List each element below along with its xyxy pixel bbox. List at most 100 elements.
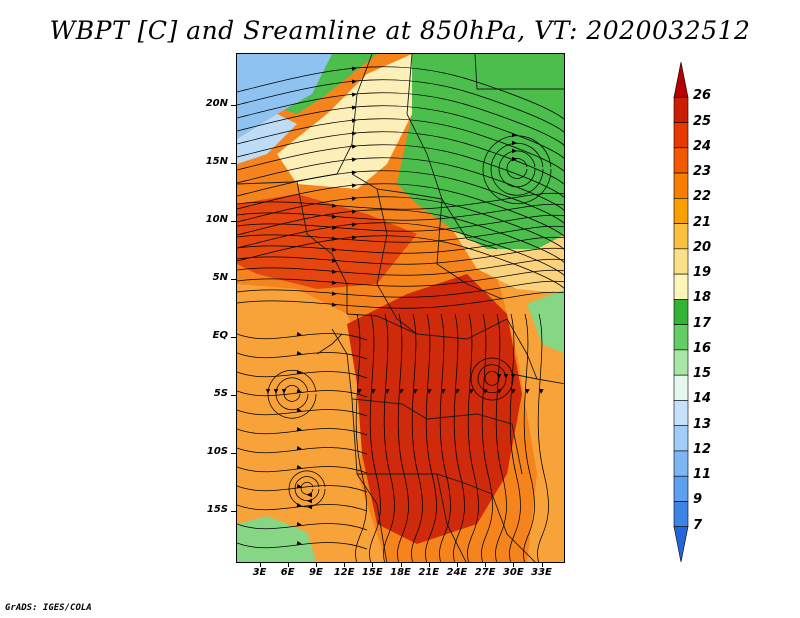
streamline-arrow xyxy=(399,388,404,394)
map-canvas xyxy=(237,54,564,562)
colorbar-segment xyxy=(673,501,689,528)
streamline xyxy=(237,247,564,265)
colorbar-segment xyxy=(673,324,689,351)
colorbar-segment xyxy=(673,475,689,502)
streamline-arrow xyxy=(497,388,502,394)
lat-tick xyxy=(231,105,236,107)
streamline-arrow xyxy=(331,236,337,241)
streamline xyxy=(506,158,528,179)
lon-tick xyxy=(259,563,261,567)
wbpt-region-red-west-africa xyxy=(237,194,417,289)
streamline xyxy=(523,313,535,562)
colorbar-level-label: 14 xyxy=(693,391,712,407)
streamline xyxy=(509,313,521,562)
streamline xyxy=(355,313,367,562)
streamline xyxy=(237,225,564,243)
streamline xyxy=(237,192,564,210)
streamline-arrow xyxy=(441,388,446,394)
streamline xyxy=(237,92,564,146)
streamline-arrow xyxy=(483,388,488,394)
colorbar-segment xyxy=(673,425,689,452)
colorbar-level-label: 13 xyxy=(693,416,712,432)
streamline-arrow xyxy=(307,504,312,510)
chart-title: WBPT [C] and Sreamline at 850hPa, VT: 20… xyxy=(49,16,751,45)
streamline-arrow xyxy=(371,388,376,394)
streamline xyxy=(283,385,301,402)
streamline-arrow xyxy=(351,105,357,110)
colorbar-segment xyxy=(673,147,689,174)
colorbar-segment xyxy=(673,349,689,376)
streamline xyxy=(237,291,564,309)
lon-label: 24E xyxy=(446,567,468,578)
streamline-arrow xyxy=(296,521,302,527)
lat-tick xyxy=(231,336,236,338)
streamline-arrow xyxy=(331,225,337,230)
lon-label: 33E xyxy=(531,567,552,578)
streamline-arrow xyxy=(296,388,302,394)
streamline-arrow xyxy=(296,331,302,337)
colorbar-level-label: 11 xyxy=(693,467,712,483)
streamline-arrow xyxy=(512,132,517,138)
lon-tick xyxy=(315,563,317,567)
streamline xyxy=(397,313,409,562)
lon-tick xyxy=(400,563,402,567)
streamline xyxy=(237,183,564,237)
streamline xyxy=(453,313,465,562)
colorbar-level-label: 22 xyxy=(693,189,712,205)
streamline-arrow xyxy=(512,148,517,154)
streamline xyxy=(237,280,564,298)
lon-tick xyxy=(428,563,430,567)
streamline-arrow xyxy=(331,291,337,296)
colorbar-level-label: 23 xyxy=(693,164,712,180)
colorbar-level-label: 16 xyxy=(693,340,712,356)
streamline-arrow xyxy=(351,118,357,123)
footer-credit: GrADS: IGES/COLA xyxy=(5,603,92,613)
lon-label: 6E xyxy=(280,567,295,578)
streamline-arrow xyxy=(331,247,337,252)
streamline xyxy=(237,203,564,221)
streamline-arrow xyxy=(296,426,302,432)
streamline-arrow xyxy=(351,79,357,84)
streamline xyxy=(439,313,451,562)
streamline-arrow xyxy=(351,183,357,188)
streamline-arrow xyxy=(539,388,544,394)
lat-tick xyxy=(231,510,236,512)
lat-tick xyxy=(231,452,236,454)
streamline-arrow xyxy=(455,388,460,394)
streamline xyxy=(237,66,564,120)
lon-tick xyxy=(513,563,515,567)
lon-label: 30E xyxy=(502,567,524,578)
colorbar-segment xyxy=(673,299,689,325)
colorbar-level-label: 12 xyxy=(693,441,712,457)
streamline xyxy=(484,371,500,386)
lat-label: 15N xyxy=(205,156,228,168)
streamline-arrow xyxy=(296,540,302,546)
wbpt-region-green-northeast xyxy=(397,54,564,249)
streamline xyxy=(275,377,309,411)
colorbar-segment xyxy=(673,96,689,123)
streamline xyxy=(237,105,564,159)
streamline-arrow xyxy=(331,302,337,307)
wbpt-region-green-east-patch xyxy=(527,289,564,354)
lon-tick xyxy=(485,563,487,567)
streamline-arrow xyxy=(273,389,279,394)
lat-tick xyxy=(231,394,236,396)
streamline xyxy=(411,313,423,562)
streamline xyxy=(300,481,314,495)
streamline-arrow xyxy=(510,374,516,379)
streamline xyxy=(237,269,564,287)
streamline xyxy=(294,476,320,501)
colorbar-segment xyxy=(673,223,689,250)
streamline-arrow xyxy=(331,203,337,208)
streamline xyxy=(482,135,552,205)
lon-label: 9E xyxy=(308,567,323,578)
streamline-arrow xyxy=(469,388,474,394)
colorbar-segment xyxy=(673,273,689,300)
streamline xyxy=(237,196,564,250)
colorbar-level-label: 20 xyxy=(693,239,712,255)
colorbar-segment xyxy=(673,172,689,199)
streamline-arrow xyxy=(331,214,337,219)
streamline-arrow xyxy=(331,280,337,285)
streamline-arrow xyxy=(351,92,357,97)
map-panel[interactable] xyxy=(236,53,565,563)
